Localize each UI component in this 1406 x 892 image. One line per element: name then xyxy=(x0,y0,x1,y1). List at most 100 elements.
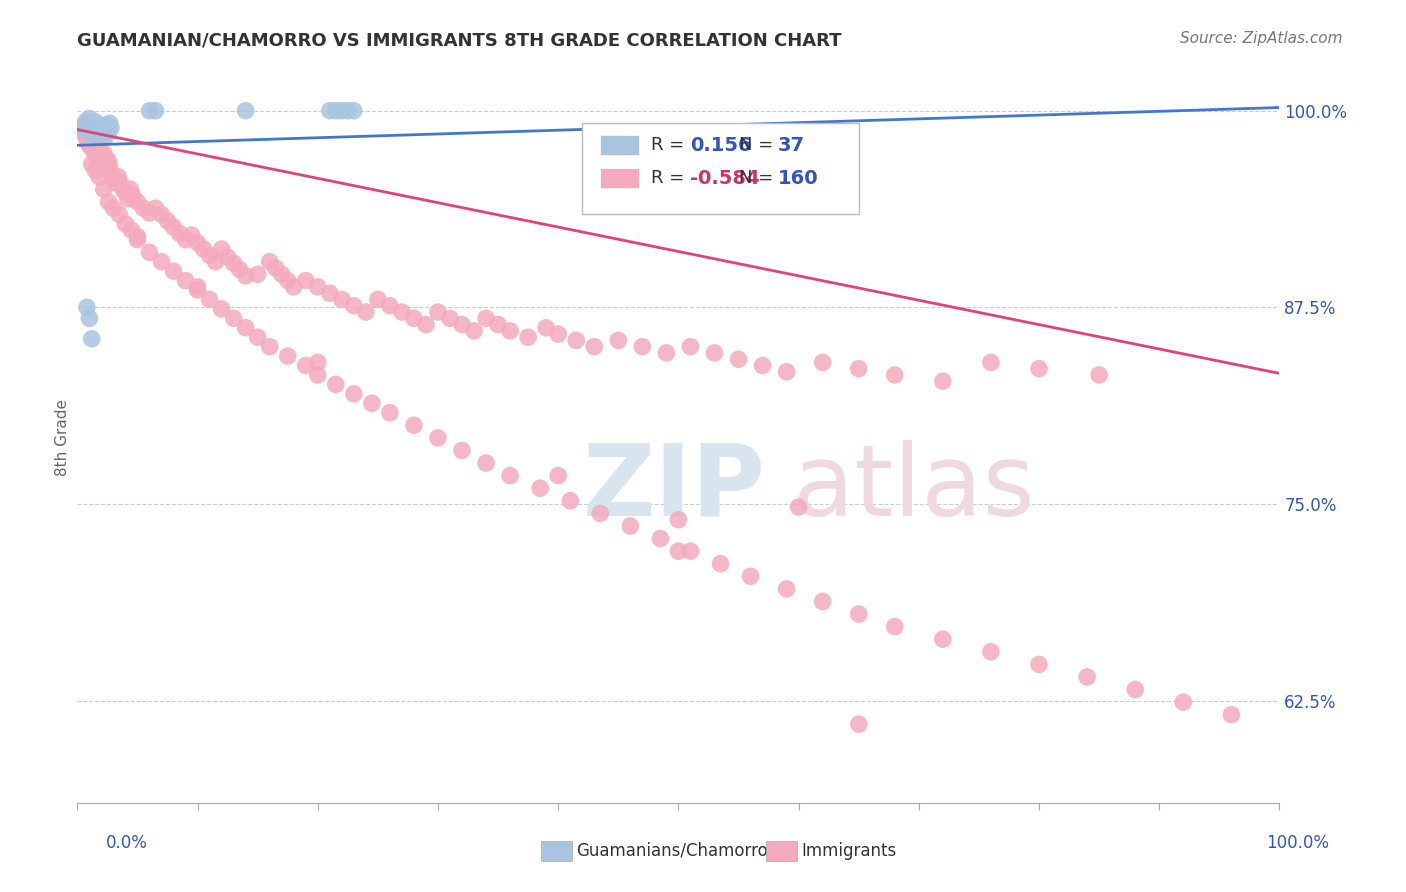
Point xyxy=(228,262,250,277)
Point xyxy=(91,155,114,169)
Point xyxy=(427,431,450,445)
Point xyxy=(378,406,401,420)
Point xyxy=(87,149,110,163)
Point xyxy=(932,632,955,647)
Point xyxy=(100,120,122,135)
Text: 0.156: 0.156 xyxy=(690,136,752,154)
Point xyxy=(330,293,353,307)
Text: 160: 160 xyxy=(778,169,818,187)
Point xyxy=(84,147,107,161)
Point xyxy=(75,114,97,128)
Point xyxy=(1088,368,1111,382)
Point xyxy=(96,118,118,132)
Point xyxy=(679,340,702,354)
Text: 37: 37 xyxy=(778,136,806,154)
Point xyxy=(162,220,184,235)
Point xyxy=(619,519,641,533)
Point xyxy=(235,268,257,283)
Point xyxy=(82,138,104,153)
Point xyxy=(1028,361,1050,376)
Bar xyxy=(600,168,638,188)
Point xyxy=(307,368,329,382)
Point xyxy=(84,136,107,151)
Point xyxy=(76,122,98,136)
Point xyxy=(787,500,810,514)
Point xyxy=(740,569,762,583)
Point xyxy=(79,112,101,126)
Point xyxy=(169,227,191,241)
Point xyxy=(475,456,498,470)
Point xyxy=(98,161,121,175)
Point xyxy=(97,154,120,169)
Point xyxy=(80,157,103,171)
Text: GUAMANIAN/CHAMORRO VS IMMIGRANTS 8TH GRADE CORRELATION CHART: GUAMANIAN/CHAMORRO VS IMMIGRANTS 8TH GRA… xyxy=(77,31,842,49)
Point xyxy=(475,311,498,326)
Point xyxy=(98,116,121,130)
Point xyxy=(811,594,834,608)
Text: R =: R = xyxy=(651,136,690,154)
Point xyxy=(1076,670,1098,684)
Point xyxy=(103,201,125,215)
Point xyxy=(156,214,179,228)
Point xyxy=(235,320,257,334)
Point xyxy=(87,126,110,140)
Point xyxy=(84,114,107,128)
Point xyxy=(80,128,103,143)
Point xyxy=(162,264,184,278)
Text: N =: N = xyxy=(738,136,779,154)
Point xyxy=(980,355,1002,369)
Point xyxy=(703,346,725,360)
Point xyxy=(117,192,139,206)
Y-axis label: 8th Grade: 8th Grade xyxy=(55,399,70,475)
Point xyxy=(1123,682,1146,697)
Point xyxy=(775,365,797,379)
Point xyxy=(121,188,143,202)
Point xyxy=(246,267,269,281)
Point xyxy=(84,163,107,178)
Point xyxy=(193,242,215,256)
Point xyxy=(709,557,731,571)
Text: N =: N = xyxy=(738,169,779,187)
Point xyxy=(82,122,104,136)
Point xyxy=(138,103,160,118)
Point xyxy=(211,301,233,316)
Point xyxy=(451,443,474,458)
Point xyxy=(294,359,316,373)
Point xyxy=(73,128,96,142)
Point xyxy=(91,120,114,134)
Point xyxy=(76,301,98,315)
Point xyxy=(980,645,1002,659)
FancyBboxPatch shape xyxy=(582,122,859,214)
Point xyxy=(93,124,115,138)
Point xyxy=(174,233,197,247)
Point xyxy=(367,293,389,307)
Point xyxy=(277,274,299,288)
Point xyxy=(259,340,281,354)
Point xyxy=(325,377,347,392)
Point xyxy=(87,118,110,132)
Point xyxy=(120,182,142,196)
Point xyxy=(307,355,329,369)
Point xyxy=(150,254,173,268)
Point xyxy=(138,206,160,220)
Point xyxy=(145,103,167,118)
Point xyxy=(174,274,197,288)
Point xyxy=(325,103,347,118)
Point xyxy=(127,194,149,209)
Point xyxy=(883,368,905,382)
Point xyxy=(336,103,359,118)
Point xyxy=(76,126,98,140)
Point xyxy=(848,607,870,621)
Point xyxy=(343,387,366,401)
Text: 0.0%: 0.0% xyxy=(105,834,148,852)
Point xyxy=(378,299,401,313)
Point xyxy=(463,324,485,338)
Point xyxy=(96,157,118,171)
Point xyxy=(145,201,167,215)
Point xyxy=(727,352,749,367)
Text: Source: ZipAtlas.com: Source: ZipAtlas.com xyxy=(1180,31,1343,46)
Point xyxy=(79,311,101,326)
Point xyxy=(343,299,366,313)
Point xyxy=(848,717,870,731)
Point xyxy=(264,260,287,275)
